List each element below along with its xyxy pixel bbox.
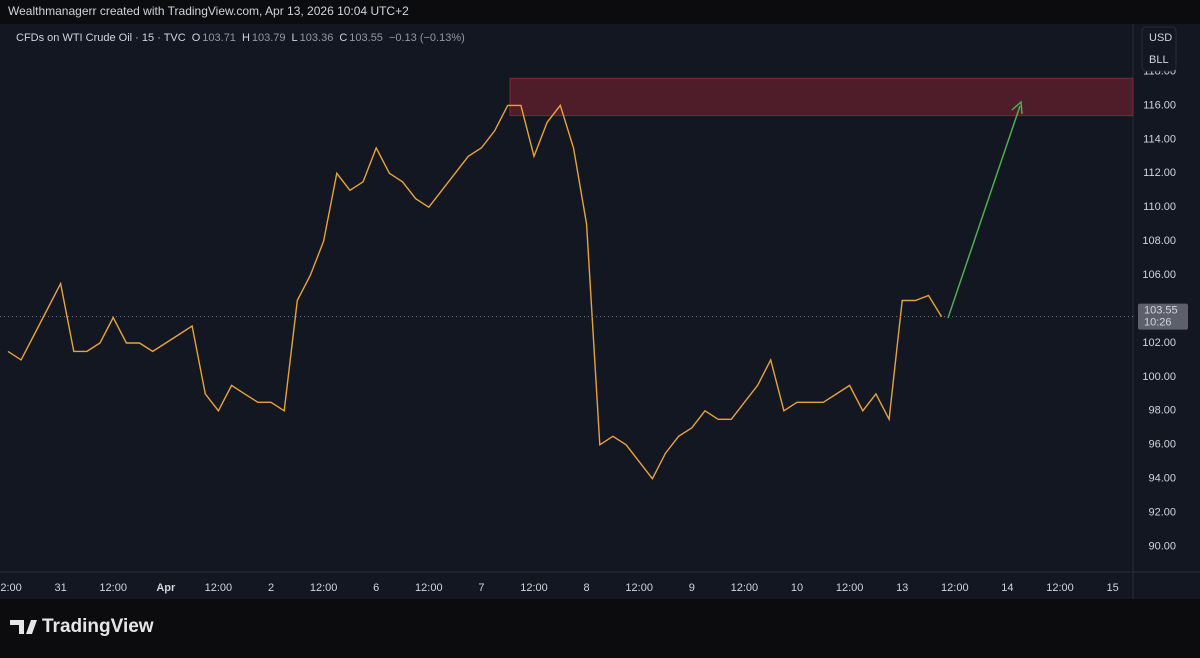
resistance-zone [509, 77, 1134, 117]
brand-name: TradingView [42, 616, 154, 637]
last-price-box [1138, 303, 1188, 330]
x-tick-label: 8 [584, 582, 590, 594]
x-tick-label: 12:00 [0, 582, 22, 594]
x-tick-label: 31 [54, 582, 66, 594]
legend-text: H [242, 32, 250, 44]
y-tick-label: 100.00 [1142, 371, 1176, 383]
x-tick-label: 12:00 [836, 582, 864, 594]
x-tick-label: 13 [896, 582, 908, 594]
x-tick-label: 12:00 [99, 582, 127, 594]
x-tick-label: 2 [268, 582, 274, 594]
unit-box[interactable] [1141, 26, 1177, 72]
unit[interactable]: USD [1149, 32, 1172, 44]
y-tick-label: 98.00 [1148, 405, 1176, 417]
x-tick-label: 12:00 [731, 582, 759, 594]
credit: Wealthmanagerr created with TradingView.… [8, 4, 409, 18]
legend-text: 103.79 [252, 32, 286, 44]
unit[interactable]: BLL [1149, 54, 1169, 66]
legend-text: O [192, 32, 201, 44]
y-tick-label: 102.00 [1142, 337, 1176, 349]
x-tick-label: 6 [373, 582, 379, 594]
countdown: 10:26 [1144, 317, 1172, 329]
y-tick-label: 108.00 [1142, 235, 1176, 247]
x-tick-label: 12:00 [415, 582, 443, 594]
y-tick-label: 110.00 [1143, 201, 1176, 213]
last-price-label: 103.55 [1144, 305, 1178, 317]
y-tick-label: 90.00 [1148, 540, 1176, 552]
x-tick-label: 12:00 [310, 582, 338, 594]
arrow [947, 105, 1021, 319]
legend-text: −0.13 (−0.13%) [389, 32, 465, 44]
pane [0, 24, 1200, 599]
legend-text: 103.36 [300, 32, 334, 44]
y-tick-label: 112.00 [1143, 167, 1176, 179]
x-tick-label: 7 [478, 582, 484, 594]
price-line [7, 103, 943, 480]
y-tick-label: 92.00 [1148, 507, 1176, 519]
y-tick-label: 94.00 [1148, 473, 1176, 485]
x-tick-label: 12:00 [205, 582, 233, 594]
x-tick-label: 12:00 [941, 582, 969, 594]
x-tick-label: 9 [689, 582, 695, 594]
x-tick-label: 12:00 [520, 582, 548, 594]
arrow-head [1011, 100, 1023, 115]
x-tick-label: 15 [1106, 582, 1118, 594]
legend: CFDs on WTI Crude Oil · 15 · TVC O 103.71 H… [16, 32, 465, 44]
y-tick-label: 116.00 [1143, 99, 1176, 111]
x-tick-label: Apr [156, 582, 176, 594]
y-tick-label: 96.00 [1148, 439, 1176, 451]
legend-text: C [339, 32, 347, 44]
brand-logo: TradingView [10, 616, 154, 637]
y-tick-label: 114.00 [1143, 133, 1176, 145]
x-tick-label: 14 [1001, 582, 1013, 594]
legend-text: 103.71 [202, 32, 236, 44]
x-tick-label: 12:00 [1046, 582, 1074, 594]
y-tick-label: 106.00 [1142, 269, 1176, 281]
x-tick-label: 10 [791, 582, 803, 594]
legend-text: 103.55 [349, 32, 383, 44]
plot: 90.0092.0094.0096.0098.00100.00102.00104… [0, 65, 1188, 594]
legend-text: L [292, 32, 298, 44]
x-tick-label: 12:00 [625, 582, 653, 594]
legend-text: CFDs on WTI Crude Oil · 15 · TVC [16, 32, 186, 44]
